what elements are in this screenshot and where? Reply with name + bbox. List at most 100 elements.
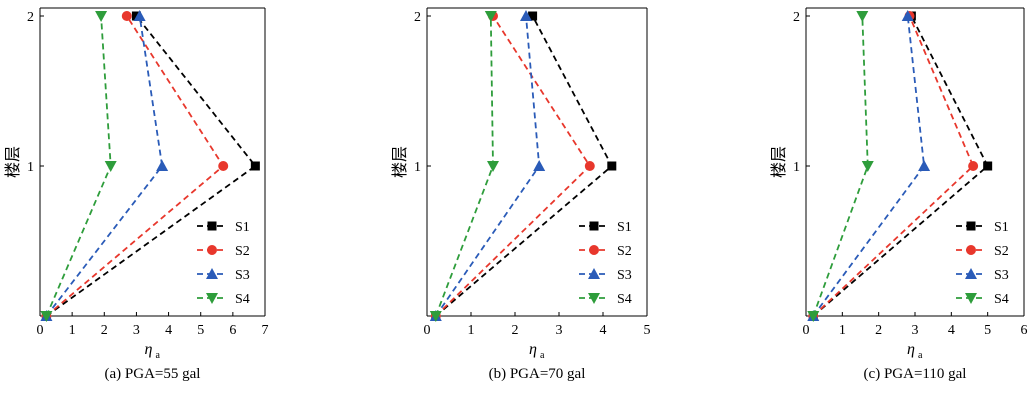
x-tick-label: 3 <box>556 323 563 338</box>
series-line-s4 <box>434 15 494 317</box>
series-line-s4 <box>45 15 112 317</box>
data-point-s4 <box>104 161 117 172</box>
data-point-s2 <box>584 161 595 171</box>
legend-marker-s2 <box>207 245 217 255</box>
x-tick-label: 7 <box>262 323 269 338</box>
series-line-s2 <box>45 15 225 317</box>
data-point-s3 <box>156 160 169 171</box>
legend-label-s2: S2 <box>617 244 632 259</box>
x-tick-label: 5 <box>197 323 204 338</box>
legend-label-s3: S3 <box>617 268 632 283</box>
data-point-s2 <box>218 161 229 171</box>
x-axis-label-subscript: a <box>156 350 161 361</box>
subplot-1: 0 1 2 3 4 5 6 7 1 2 楼层 η a (a) PGA=55 gal S1 S2 S3 S4 <box>4 7 269 382</box>
y-tick-label: 1 <box>27 160 34 175</box>
series-line-s3 <box>45 15 164 317</box>
x-axis-label-subscript: a <box>918 350 923 361</box>
y-axis-label: 楼层 <box>770 146 788 178</box>
legend-label-s1: S1 <box>994 220 1009 235</box>
x-tick-label: 4 <box>165 323 172 338</box>
legend-marker-s2 <box>589 245 599 255</box>
series-line-s2 <box>435 15 591 317</box>
legend-label-s1: S1 <box>617 220 632 235</box>
legend-label-s4: S4 <box>994 292 1009 307</box>
data-point-s1 <box>528 11 538 21</box>
x-tick-label: 0 <box>803 323 810 338</box>
subplot-caption: (b) PGA=70 gal <box>489 366 586 382</box>
data-point-s4 <box>40 311 53 322</box>
y-axis-label: 楼层 <box>391 146 409 178</box>
data-point-s3 <box>520 10 532 21</box>
y-tick-label: 2 <box>793 10 800 25</box>
data-point-s4 <box>861 161 874 172</box>
x-tick-label: 3 <box>912 323 919 338</box>
legend-label-s3: S3 <box>235 268 250 283</box>
legend-marker-s3 <box>588 268 600 279</box>
x-tick-label: 0 <box>424 323 431 338</box>
x-axis-label-subscript: a <box>540 350 545 361</box>
series-line-s4 <box>812 15 869 317</box>
legend-marker-s1 <box>589 221 599 231</box>
x-tick-label: 6 <box>1021 323 1028 338</box>
subplot-caption: (c) PGA=110 gal <box>864 366 967 382</box>
x-tick-label: 1 <box>69 323 76 338</box>
legend-label-s3: S3 <box>994 268 1009 283</box>
legend-marker-s4 <box>588 293 600 304</box>
legend-marker-s4 <box>206 293 218 304</box>
data-point-s1 <box>250 161 260 171</box>
legend-marker-s3 <box>206 268 218 279</box>
x-tick-label: 5 <box>984 323 991 338</box>
x-tick-label: 5 <box>644 323 651 338</box>
y-tick-label: 2 <box>414 10 421 25</box>
x-axis-label: η <box>907 341 915 358</box>
data-point-s3 <box>918 160 931 171</box>
data-point-s4 <box>856 11 869 22</box>
data-point-s3 <box>533 160 546 171</box>
legend-label-s2: S2 <box>994 244 1009 259</box>
series-line-s3 <box>435 15 541 317</box>
subplot-caption: (a) PGA=55 gal <box>105 366 201 382</box>
data-point-s1 <box>607 161 617 171</box>
series-line-s2 <box>812 15 975 317</box>
data-point-s4 <box>484 11 497 22</box>
data-point-s4 <box>429 311 442 322</box>
x-tick-label: 4 <box>948 323 955 338</box>
y-tick-label: 1 <box>793 160 800 175</box>
data-point-s2 <box>121 11 132 21</box>
x-tick-label: 1 <box>839 323 846 338</box>
data-point-s1 <box>983 161 993 171</box>
legend-marker-s2 <box>966 245 976 255</box>
legend-label-s4: S4 <box>235 292 250 307</box>
legend-marker-s3 <box>965 268 977 279</box>
subplot-2: 0 1 2 3 4 5 1 2 楼层 η a (b) PGA=70 gal S1 S2 S3 S4 <box>391 7 651 382</box>
y-tick-label: 2 <box>27 10 34 25</box>
legend-marker-s4 <box>965 293 977 304</box>
data-point-s2 <box>968 161 979 171</box>
x-tick-label: 6 <box>229 323 236 338</box>
y-axis-label: 楼层 <box>4 146 22 178</box>
legend-label-s2: S2 <box>235 244 250 259</box>
data-point-s4 <box>95 11 108 22</box>
x-axis-label: η <box>529 341 537 358</box>
legend-label-s1: S1 <box>235 220 250 235</box>
y-tick-label: 1 <box>414 160 421 175</box>
x-tick-label: 2 <box>875 323 882 338</box>
series-line-s1 <box>812 15 989 317</box>
data-point-s4 <box>807 311 820 322</box>
data-point-s3 <box>133 10 146 21</box>
x-tick-label: 3 <box>133 323 140 338</box>
data-point-s4 <box>487 161 499 172</box>
x-axis-label: η <box>145 341 153 358</box>
data-point-s3 <box>901 10 914 21</box>
legend-marker-s1 <box>207 221 217 231</box>
x-tick-label: 2 <box>512 323 519 338</box>
x-tick-label: 4 <box>600 323 607 338</box>
x-tick-label: 0 <box>37 323 44 338</box>
x-tick-label: 1 <box>468 323 475 338</box>
series-line-s1 <box>45 15 257 317</box>
legend-marker-s1 <box>966 221 976 231</box>
subplot-3: 0 1 2 3 4 5 6 1 2 楼层 η a (c) PGA=110 gal S1 S2 S3 S4 <box>770 7 1028 382</box>
x-tick-label: 2 <box>101 323 108 338</box>
